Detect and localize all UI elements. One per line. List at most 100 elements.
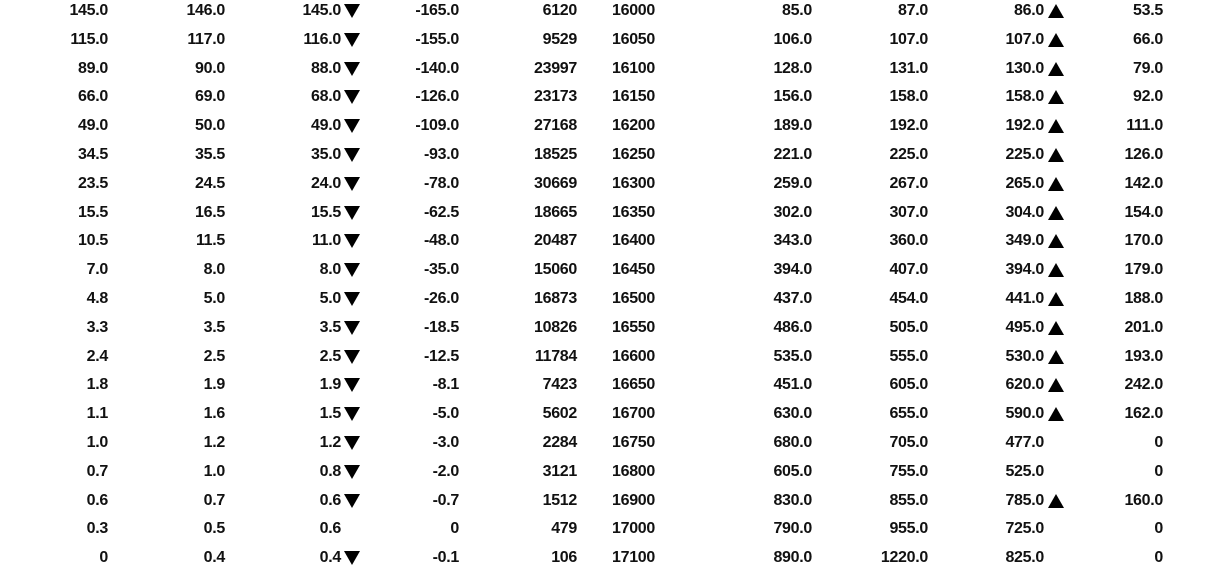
triangle-down-icon — [344, 493, 360, 509]
table-row[interactable]: 15.5 16.5 15.5 -62.5 18665 16350 302.0 307.0 304… — [0, 202, 1220, 231]
put-change-cell: -0.7 — [432, 491, 460, 509]
triangle-down-icon — [344, 32, 360, 48]
call-ask-cell: 87.0 — [898, 2, 928, 19]
call-change-cell: 154.0 — [1124, 203, 1163, 221]
table-row[interactable]: 1.1 1.6 1.5 -5.0 5602 16700 630.0 655.0 590.0 162… — [0, 403, 1220, 432]
call-ask-cell: 107.0 — [889, 30, 928, 48]
triangle-up-icon — [1048, 32, 1064, 48]
call-bid-cell: 394.0 — [773, 261, 812, 279]
put-change-cell: -126.0 — [415, 88, 459, 106]
put-change-cell: -78.0 — [424, 174, 459, 192]
table-row[interactable]: 145.0 146.0 145.0 -165.0 6120 16000 85.0 87.0 86… — [0, 0, 1220, 29]
table-row[interactable]: 89.0 90.0 88.0 -140.0 23997 16100 128.0 131.0 13… — [0, 58, 1220, 87]
put-last-price-cell: 88.0 — [311, 59, 341, 77]
put-change-cell: -109.0 — [415, 117, 459, 135]
call-change-cell: 142.0 — [1124, 174, 1163, 192]
table-row[interactable]: 1.0 1.2 1.2 -3.0 2284 16750 680.0 705.0 477.0 0 — [0, 432, 1220, 461]
put-bid-cell: 1.1 — [86, 405, 109, 423]
put-last-price-cell: 11.0 — [311, 232, 341, 250]
table-row[interactable]: 49.0 50.0 49.0 -109.0 27168 16200 189.0 192.0 19… — [0, 115, 1220, 144]
put-change-cell: -35.0 — [424, 261, 459, 279]
triangle-up-icon — [1048, 118, 1064, 134]
table-row[interactable]: 7.0 8.0 8.0 -35.0 15060 16450 394.0 407.0 394.0 1… — [0, 259, 1220, 288]
call-last-price-cell: 495.0 — [1005, 318, 1044, 336]
triangle-up-icon — [1048, 320, 1064, 336]
table-row[interactable]: 1.8 1.9 1.9 -8.1 7423 16650 451.0 605.0 620.0 242… — [0, 374, 1220, 403]
table-row[interactable]: 34.5 35.5 35.0 -93.0 18525 16250 221.0 225.0 225… — [0, 144, 1220, 173]
table-row[interactable]: 2.4 2.5 2.5 -12.5 11784 16600 535.0 555.0 530.0 1… — [0, 346, 1220, 375]
put-bid-cell: 89.0 — [78, 59, 108, 77]
put-volume-cell: 27168 — [534, 117, 577, 135]
put-bid-cell: 66.0 — [78, 88, 108, 106]
put-bid-cell: 3.3 — [86, 318, 109, 336]
put-bid-cell: 2.4 — [86, 347, 109, 365]
triangle-down-icon — [344, 3, 360, 19]
call-last-price-cell: 304.0 — [1005, 203, 1044, 221]
put-last-price-cell: 49.0 — [311, 117, 341, 135]
strike-price-cell: 16000 — [612, 2, 655, 19]
put-bid-cell: 145.0 — [69, 2, 108, 19]
put-change-cell: -62.5 — [424, 203, 459, 221]
table-row[interactable]: 3.3 3.5 3.5 -18.5 10826 16550 486.0 505.0 495.0 2… — [0, 317, 1220, 346]
call-bid-cell: 106.0 — [773, 30, 812, 48]
call-last-price-cell: 394.0 — [1005, 261, 1044, 279]
strike-price-cell: 16750 — [612, 433, 655, 451]
table-row[interactable]: 23.5 24.5 24.0 -78.0 30669 16300 259.0 267.0 265… — [0, 173, 1220, 202]
put-last-price-cell: 2.5 — [319, 347, 342, 365]
put-volume-cell: 11784 — [534, 347, 577, 365]
put-bid-cell: 0.3 — [86, 520, 109, 538]
triangle-down-icon — [344, 377, 360, 393]
triangle-down-icon — [344, 233, 360, 249]
put-volume-cell: 18525 — [534, 145, 577, 163]
put-ask-cell: 117.0 — [187, 30, 225, 48]
table-row[interactable]: 66.0 69.0 68.0 -126.0 23173 16150 156.0 158.0 15… — [0, 86, 1220, 115]
call-change-cell: 242.0 — [1124, 376, 1163, 394]
table-row[interactable]: 0.3 0.5 0.6 0 479 17000 790.0 955.0 725.0 0 — [0, 518, 1220, 547]
strike-price-cell: 16450 — [612, 261, 655, 279]
call-change-cell: 170.0 — [1124, 232, 1163, 250]
table-row[interactable]: 4.8 5.0 5.0 -26.0 16873 16500 437.0 454.0 441.0 1… — [0, 288, 1220, 317]
call-last-price-cell: 192.0 — [1005, 117, 1044, 135]
put-last-price-cell: 145.0 — [302, 2, 341, 19]
put-ask-cell: 1.9 — [203, 376, 226, 394]
call-change-cell: 53.5 — [1133, 2, 1163, 19]
call-last-price-cell: 620.0 — [1005, 376, 1044, 394]
call-change-cell: 0 — [1154, 549, 1163, 567]
put-volume-cell: 23997 — [534, 59, 577, 77]
strike-price-cell: 16350 — [612, 203, 655, 221]
put-ask-cell: 0.5 — [203, 520, 226, 538]
table-row[interactable]: 10.5 11.5 11.0 -48.0 20487 16400 343.0 360.0 349… — [0, 230, 1220, 259]
strike-price-cell: 16500 — [612, 289, 655, 307]
triangle-down-icon — [344, 89, 360, 105]
put-change-cell: -140.0 — [415, 59, 459, 77]
triangle-down-icon — [344, 176, 360, 192]
call-ask-cell: 225.0 — [889, 145, 928, 163]
put-last-price-cell: 1.9 — [319, 376, 342, 394]
put-volume-cell: 5602 — [542, 405, 578, 423]
triangle-up-icon — [1048, 493, 1064, 509]
put-last-price-cell: 8.0 — [319, 261, 342, 279]
triangle-down-icon — [344, 435, 360, 451]
call-last-price-cell: 225.0 — [1005, 145, 1044, 163]
put-ask-cell: 69.0 — [195, 88, 225, 106]
table-row[interactable]: 0.7 1.0 0.8 -2.0 3121 16800 605.0 755.0 525.0 0 — [0, 461, 1220, 490]
triangle-up-icon — [1048, 176, 1064, 192]
triangle-up-icon — [1048, 406, 1064, 422]
table-row[interactable]: 0.6 0.7 0.6 -0.7 1512 16900 830.0 855.0 785.0 160… — [0, 490, 1220, 519]
triangle-up-icon — [1048, 205, 1064, 221]
call-change-cell: 0 — [1154, 433, 1163, 451]
put-bid-cell: 15.5 — [78, 203, 108, 221]
strike-price-cell: 16300 — [612, 174, 655, 192]
put-ask-cell: 5.0 — [203, 289, 226, 307]
call-ask-cell: 158.0 — [889, 88, 928, 106]
put-change-cell: 0 — [450, 520, 459, 538]
put-volume-cell: 479 — [551, 520, 577, 538]
put-change-cell: -93.0 — [424, 145, 459, 163]
call-change-cell: 126.0 — [1124, 145, 1163, 163]
put-bid-cell: 0 — [99, 549, 108, 567]
call-last-price-cell: 158.0 — [1005, 88, 1044, 106]
table-row[interactable]: 115.0 117.0 116.0 -155.0 9529 16050 106.0 107.0… — [0, 29, 1220, 58]
triangle-down-icon — [344, 550, 360, 566]
put-volume-cell: 3121 — [542, 462, 578, 480]
